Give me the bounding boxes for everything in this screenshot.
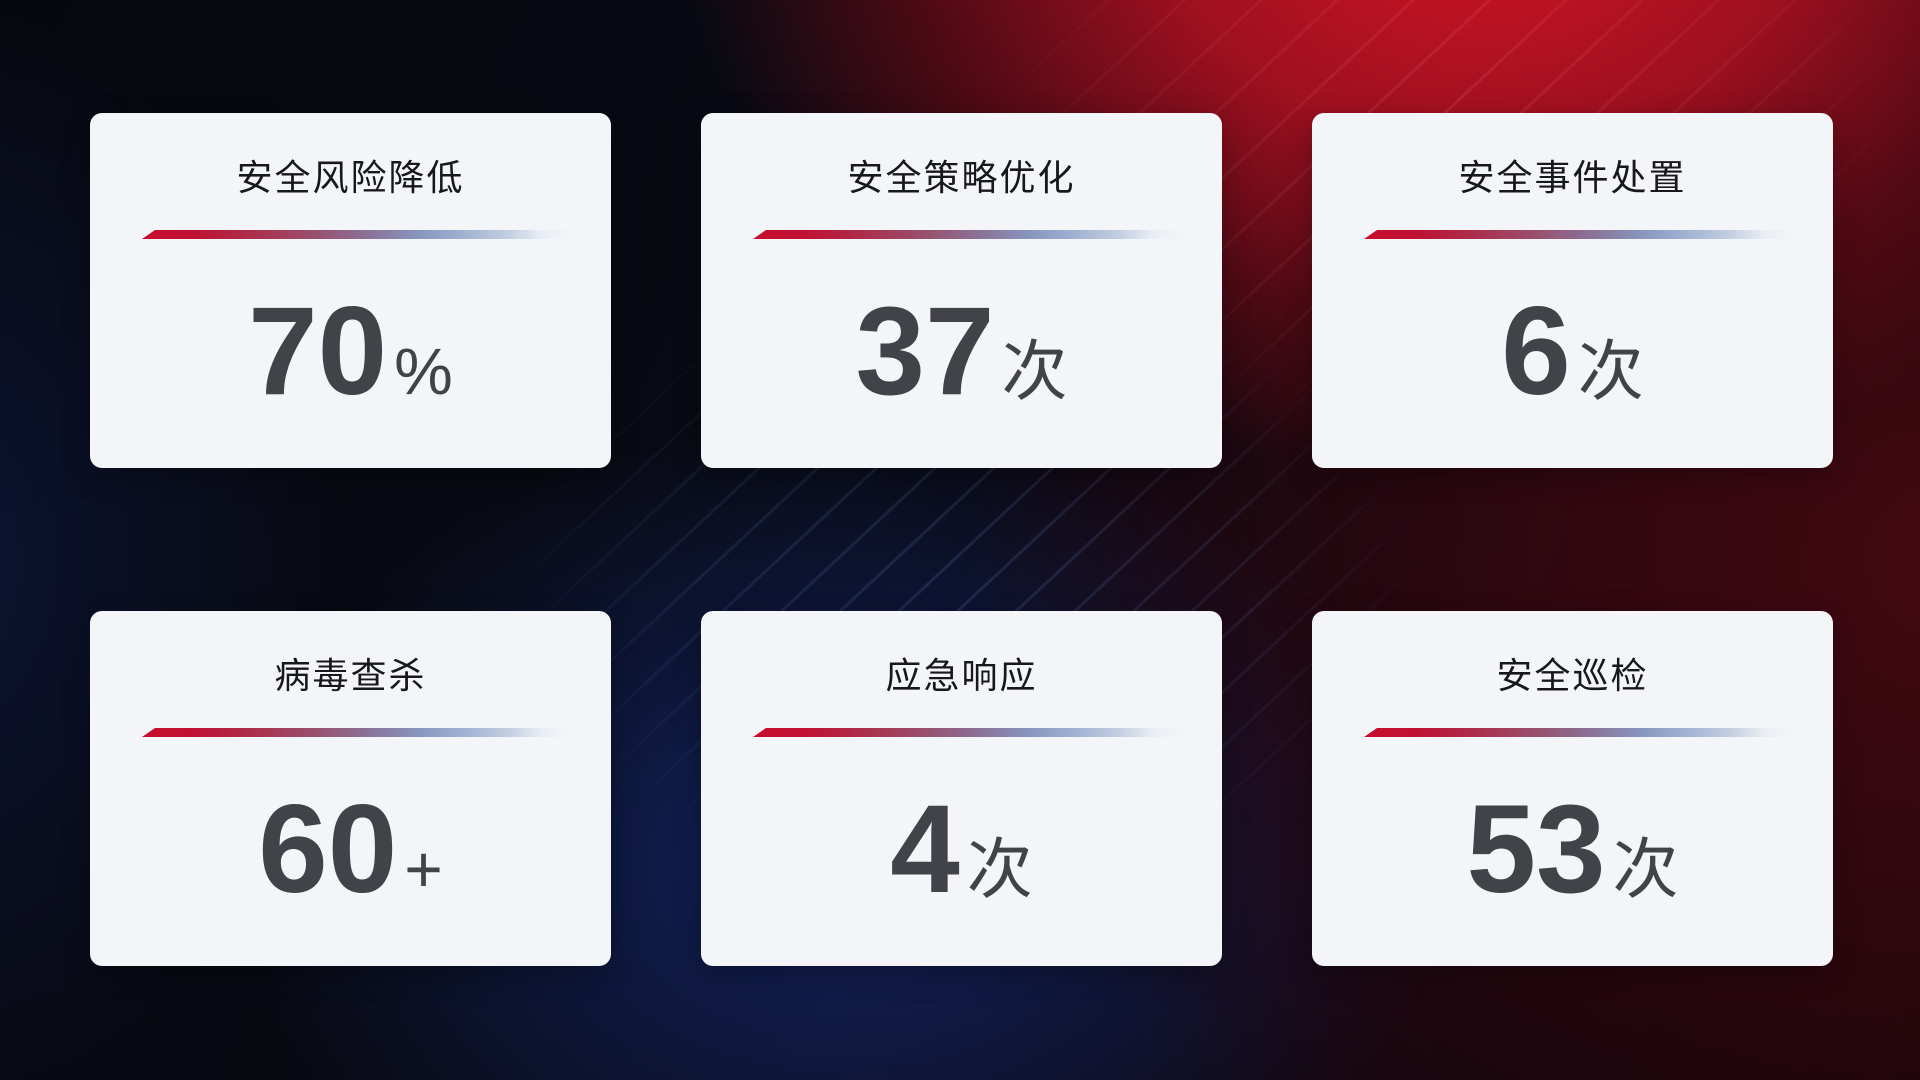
- kpi-value: 53: [1466, 780, 1606, 919]
- gradient-divider: [753, 230, 1198, 239]
- kpi-unit: 次: [1577, 334, 1644, 408]
- card-title: 安全事件处置: [1458, 157, 1687, 198]
- kpi-value-row: 4 次: [701, 787, 1222, 912]
- kpi-value-row: 70 %: [90, 289, 611, 414]
- gradient-divider: [753, 728, 1198, 737]
- gradient-divider: [1364, 728, 1809, 737]
- card-title: 安全风险降低: [236, 157, 465, 198]
- gradient-divider: [142, 230, 587, 239]
- kpi-value: 70: [248, 282, 388, 421]
- kpi-unit: 次: [1612, 832, 1679, 906]
- kpi-unit: 次: [1001, 334, 1068, 408]
- gradient-divider: [142, 728, 587, 737]
- kpi-unit: +: [404, 832, 443, 906]
- kpi-card-policy-optimization: 安全策略优化 37 次: [701, 113, 1222, 468]
- card-title: 应急响应: [885, 655, 1038, 696]
- kpi-value: 37: [855, 282, 995, 421]
- card-title: 安全策略优化: [847, 157, 1076, 198]
- kpi-value-row: 53 次: [1312, 787, 1833, 912]
- kpi-card-incident-handling: 安全事件处置 6 次: [1312, 113, 1833, 468]
- kpi-value: 6: [1501, 282, 1571, 421]
- card-title: 病毒查杀: [274, 655, 427, 696]
- kpi-card-risk-reduction: 安全风险降低 70 %: [90, 113, 611, 468]
- kpi-value: 60: [258, 780, 398, 919]
- kpi-unit: %: [394, 334, 453, 408]
- kpi-dashboard: 安全风险降低 70 % 安全策略优化 37 次 安全事件处置 6 次 病毒查杀 …: [90, 113, 1833, 966]
- card-title: 安全巡检: [1496, 655, 1649, 696]
- kpi-value-row: 60 +: [90, 787, 611, 912]
- kpi-value-row: 6 次: [1312, 289, 1833, 414]
- kpi-value: 4: [890, 780, 960, 919]
- kpi-value-row: 37 次: [701, 289, 1222, 414]
- kpi-unit: 次: [966, 832, 1033, 906]
- kpi-card-virus-scan: 病毒查杀 60 +: [90, 611, 611, 966]
- kpi-card-emergency-response: 应急响应 4 次: [701, 611, 1222, 966]
- kpi-card-security-inspection: 安全巡检 53 次: [1312, 611, 1833, 966]
- gradient-divider: [1364, 230, 1809, 239]
